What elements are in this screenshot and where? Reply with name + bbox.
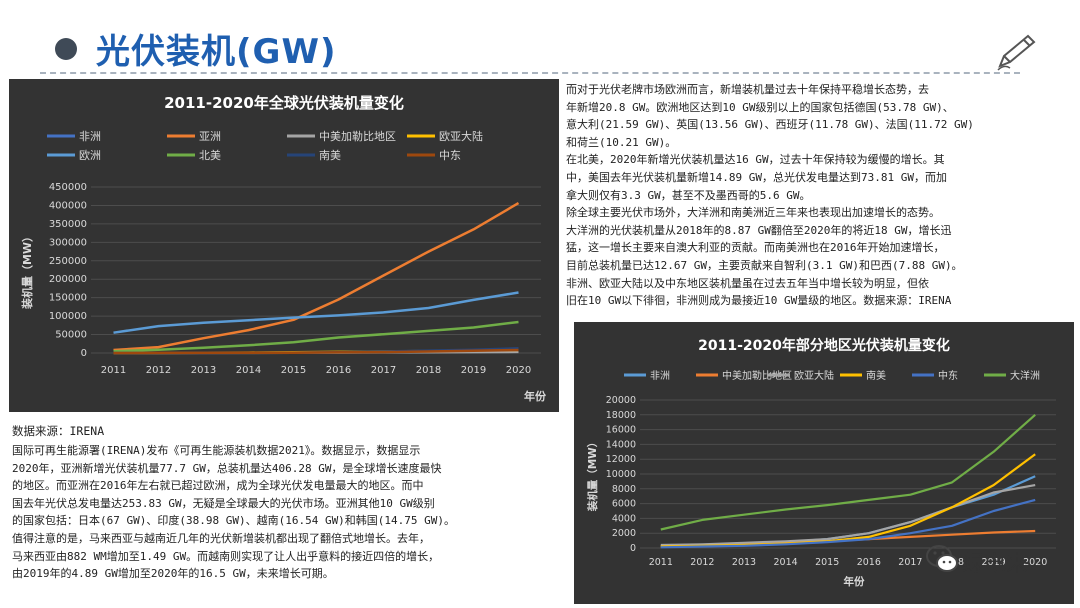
y-tick-label: 4000 — [612, 513, 636, 524]
legend-label: 南美 — [866, 369, 886, 382]
series-line-2 — [660, 484, 1036, 547]
pen-icon — [997, 34, 1036, 71]
y-tick-label: 50000 — [55, 330, 87, 341]
y-tick-label: 250000 — [49, 256, 87, 267]
chart-global: 2011-2020年全球光伏装机量变化非洲 亚洲 中美加勒比地区 欧亚大陆欧洲 北美 南美… — [9, 79, 559, 412]
right-paragraph-line: 拿大则仅有3.3 GW，甚至不及墨西哥的5.6 GW。 — [566, 188, 811, 202]
legend-label: 南美 — [319, 149, 341, 162]
legend-label: 欧亚大陆 — [794, 369, 834, 382]
right-paragraph-line: 非洲、欧亚大陆以及中东地区装机量虽在过去五年当中增长较为明显，但依 — [566, 276, 929, 290]
x-axis-label: 年份 — [524, 389, 547, 403]
right-paragraph: 而对于光伏老牌市场欧洲而言，新增装机量过去十年保持平稳增长态势，去年新增20.8… — [566, 81, 974, 310]
chart-title: 2011-2020年部分地区光伏装机量变化 — [698, 337, 950, 354]
left-paragraph: 国际可再生能源署(IRENA)发布《可再生能源装机数据2021》。数据显示，数据… — [12, 442, 455, 583]
x-tick-label: 2011 — [649, 557, 673, 568]
y-tick-label: 12000 — [606, 454, 636, 465]
series-line-4 — [660, 498, 1036, 549]
y-tick-label: 18000 — [606, 410, 636, 421]
left-source: 数据来源：IRENA — [12, 424, 105, 438]
x-tick-label: 2013 — [732, 557, 756, 568]
right-paragraph-line: 猛，这一增长主要来自澳大利亚的贡献。而南美洲也在2016年开始加速增长， — [566, 241, 945, 255]
y-tick-label: 2000 — [612, 528, 636, 539]
legend-label: 北美 — [199, 149, 221, 162]
x-tick-label: 2016 — [857, 557, 881, 568]
x-tick-label: 2012 — [690, 557, 714, 568]
y-tick-label: 0 — [630, 543, 636, 554]
right-paragraph-line: 旧在10 GW以下徘徊，非洲则成为最接近10 GW量级的地区。数据来源：IREN… — [566, 294, 952, 308]
chart-title: 2011-2020年全球光伏装机量变化 — [164, 94, 404, 112]
y-tick-label: 10000 — [606, 469, 636, 480]
left-paragraph-line: 马来西亚由882 WM增加至1.49 GW。而越南则实现了让人出乎意料的接近四倍… — [12, 549, 440, 563]
right-paragraph-line: 中，美国去年光伏装机量新增14.89 GW，总光伏发电量达到73.81 GW，而… — [566, 170, 947, 184]
legend-label: 中美加勒比地区 — [722, 369, 792, 382]
right-paragraph-line: 大洋洲的光伏装机量从2018年的8.87 GW翻倍至2020年的将近18 GW，… — [566, 223, 952, 237]
legend-label: 中东 — [938, 369, 958, 382]
series-line-4 — [113, 291, 519, 334]
y-tick-label: 100000 — [49, 311, 87, 322]
legend-label: 亚洲 — [199, 130, 221, 143]
left-paragraph-line: 2020年，亚洲新增光伏装机量77.7 GW，总装机量达406.28 GW，是全… — [12, 461, 442, 475]
series-line-7 — [113, 348, 519, 355]
y-tick-label: 14000 — [606, 439, 636, 450]
y-tick-label: 20000 — [606, 395, 636, 406]
wechat-icon — [926, 545, 958, 572]
left-paragraph-line: 值得注意的是，马来西亚与越南近几年的光伏新增装机都出现了翻倍式地增长。去年， — [12, 531, 430, 545]
y-tick-label: 0 — [81, 348, 87, 359]
chart-regions: 2011-2020年部分地区光伏装机量变化非洲 中美加勒比地区 欧亚大陆 南美 中东 大洋… — [574, 322, 1074, 604]
legend-label: 欧亚大陆 — [439, 129, 483, 143]
right-paragraph-line: 而对于光伏老牌市场欧洲而言，新增装机量过去十年保持平稳增长态势，去 — [566, 83, 929, 96]
x-tick-label: 2017 — [898, 557, 922, 568]
left-paragraph-line: 由2019年的4.89 GW增加至2020年的16.5 GW，未来增长可期。 — [12, 567, 334, 581]
legend-label: 非洲 — [79, 130, 101, 143]
legend-label: 中东 — [439, 149, 461, 162]
y-tick-label: 400000 — [49, 200, 87, 211]
y-tick-label: 350000 — [49, 219, 87, 230]
x-axis-label: 年份 — [844, 575, 865, 588]
x-tick-label: 2012 — [146, 365, 171, 376]
right-paragraph-line: 在北美，2020年新增光伏装机量达16 GW，过去十年保持较为缓慢的增长。其 — [566, 153, 945, 167]
x-tick-label: 2015 — [815, 557, 839, 568]
x-tick-label: 2013 — [191, 365, 216, 376]
right-paragraph-line: 目前总装机量已达12.67 GW，主要贡献来自智利(3.1 GW)和巴西(7.8… — [566, 258, 963, 272]
x-tick-label: 2014 — [774, 557, 798, 568]
legend-label: 欧洲 — [79, 149, 101, 162]
y-axis-label: 装机量（MW） — [586, 437, 599, 513]
x-tick-label: 2019 — [982, 557, 1006, 568]
header-divider — [40, 72, 1020, 74]
x-tick-label: 2017 — [371, 365, 396, 376]
left-paragraph-line: 国际可再生能源署(IRENA)发布《可再生能源装机数据2021》。数据显示，数据… — [12, 444, 421, 457]
y-tick-label: 450000 — [49, 182, 87, 193]
page-title: 光伏装机(GW) — [96, 32, 337, 72]
x-tick-label: 2020 — [506, 365, 531, 376]
x-tick-label: 2015 — [281, 365, 306, 376]
legend-label: 中美加勒比地区 — [319, 130, 396, 143]
right-paragraph-line: 除全球主要光伏市场外，大洋洲和南美洲近三年来也表现出加速增长的态势。 — [566, 206, 940, 220]
y-tick-label: 200000 — [49, 274, 87, 285]
left-paragraph-line: 的地区。而亚洲在2016年左右就已超过欧洲，成为全球光伏发电量最大的地区。而中 — [12, 479, 424, 493]
series-line-1 — [113, 202, 520, 352]
legend-label: 非洲 — [650, 370, 670, 382]
watermark-text: 绿电来 — [962, 552, 1029, 577]
y-tick-label: 6000 — [612, 499, 636, 510]
y-tick-label: 150000 — [49, 293, 87, 304]
legend-label: 大洋洲 — [1010, 369, 1040, 382]
series-line-5 — [113, 320, 519, 353]
right-paragraph-line: 和荷兰(10.21 GW)。 — [566, 135, 677, 149]
x-tick-label: 2016 — [326, 365, 351, 376]
x-tick-label: 2011 — [101, 365, 126, 376]
y-tick-label: 16000 — [606, 425, 636, 436]
right-paragraph-line: 年新增20.8 GW。欧洲地区达到10 GW级别以上的国家包括德国(53.78 … — [566, 100, 954, 114]
y-tick-label: 300000 — [49, 237, 87, 248]
x-tick-label: 2014 — [236, 365, 261, 376]
right-paragraph-line: 意大利(21.59 GW)、英国(13.56 GW)、西班牙(11.78 GW)… — [566, 118, 974, 132]
y-axis-label: 装机量（MW） — [20, 231, 34, 310]
header-bullet — [55, 38, 77, 60]
x-tick-label: 2018 — [416, 365, 441, 376]
left-paragraph-line: 国去年光伏总发电量达253.83 GW，无疑是全球最大的光伏市场。亚洲其他10 … — [12, 496, 435, 510]
x-tick-label: 2019 — [461, 365, 486, 376]
series-line-5 — [660, 413, 1036, 531]
left-paragraph-line: 的国家包括：日本(67 GW)、印度(38.98 GW)、越南(16.54 GW… — [12, 514, 456, 528]
x-tick-label: 2020 — [1023, 557, 1047, 568]
y-tick-label: 8000 — [612, 484, 636, 495]
